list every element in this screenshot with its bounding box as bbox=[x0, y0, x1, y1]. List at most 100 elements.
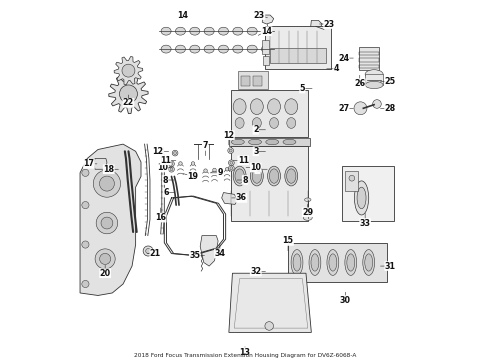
Circle shape bbox=[228, 165, 234, 171]
Text: 12: 12 bbox=[153, 147, 164, 156]
Ellipse shape bbox=[266, 139, 279, 145]
Ellipse shape bbox=[219, 27, 228, 35]
Bar bbox=[288, 243, 387, 282]
Ellipse shape bbox=[233, 166, 246, 186]
Text: 17: 17 bbox=[83, 159, 95, 168]
Bar bbox=[263, 56, 269, 65]
Text: 21: 21 bbox=[150, 249, 161, 258]
Circle shape bbox=[170, 162, 173, 165]
Circle shape bbox=[82, 202, 89, 209]
Text: 36: 36 bbox=[236, 193, 247, 202]
Text: 14: 14 bbox=[177, 10, 188, 19]
Circle shape bbox=[95, 249, 115, 269]
Circle shape bbox=[82, 241, 89, 248]
Ellipse shape bbox=[161, 27, 171, 35]
Ellipse shape bbox=[285, 166, 298, 186]
Text: 23: 23 bbox=[254, 10, 265, 19]
Circle shape bbox=[229, 149, 232, 152]
Ellipse shape bbox=[287, 118, 296, 129]
Ellipse shape bbox=[268, 99, 280, 114]
Text: 15: 15 bbox=[283, 237, 294, 246]
Circle shape bbox=[228, 148, 234, 153]
Text: 24: 24 bbox=[338, 54, 349, 63]
Text: 2018 Ford Focus Transmission Extension Housing Diagram for DV6Z-6068-A: 2018 Ford Focus Transmission Extension H… bbox=[134, 352, 356, 357]
Polygon shape bbox=[311, 21, 322, 30]
Text: 13: 13 bbox=[240, 348, 250, 357]
Text: 30: 30 bbox=[340, 296, 351, 305]
Circle shape bbox=[172, 150, 178, 156]
Circle shape bbox=[373, 100, 381, 108]
Bar bbox=[238, 71, 269, 89]
Circle shape bbox=[170, 168, 173, 171]
Polygon shape bbox=[229, 273, 311, 332]
Bar bbox=[265, 26, 331, 69]
Ellipse shape bbox=[283, 139, 296, 145]
Ellipse shape bbox=[247, 27, 257, 35]
Bar bbox=[253, 76, 262, 86]
Circle shape bbox=[101, 217, 113, 229]
Bar bbox=[231, 146, 308, 221]
Ellipse shape bbox=[233, 99, 246, 114]
Text: 34: 34 bbox=[215, 249, 225, 258]
Ellipse shape bbox=[345, 249, 357, 275]
Bar bbox=[359, 46, 379, 69]
Circle shape bbox=[123, 65, 134, 76]
Bar bbox=[262, 40, 269, 54]
Ellipse shape bbox=[252, 169, 262, 183]
Circle shape bbox=[230, 167, 233, 170]
Circle shape bbox=[121, 86, 136, 102]
Circle shape bbox=[354, 102, 367, 115]
Ellipse shape bbox=[287, 169, 296, 183]
Circle shape bbox=[99, 176, 115, 191]
Ellipse shape bbox=[329, 254, 337, 271]
Ellipse shape bbox=[190, 27, 200, 35]
Text: 19: 19 bbox=[188, 172, 198, 181]
Ellipse shape bbox=[175, 27, 186, 35]
Circle shape bbox=[143, 246, 153, 256]
Text: 12: 12 bbox=[223, 131, 234, 140]
Circle shape bbox=[225, 167, 229, 171]
Text: 20: 20 bbox=[99, 269, 111, 278]
Ellipse shape bbox=[262, 27, 271, 35]
Ellipse shape bbox=[311, 254, 319, 271]
Ellipse shape bbox=[357, 187, 366, 209]
Text: 8: 8 bbox=[242, 176, 248, 185]
Circle shape bbox=[120, 85, 137, 103]
Text: 26: 26 bbox=[354, 79, 366, 88]
Text: 7: 7 bbox=[203, 141, 208, 150]
Circle shape bbox=[82, 169, 89, 176]
Polygon shape bbox=[221, 193, 238, 204]
Ellipse shape bbox=[204, 27, 214, 35]
Text: 29: 29 bbox=[302, 208, 313, 217]
Ellipse shape bbox=[270, 169, 279, 183]
Text: 28: 28 bbox=[385, 104, 396, 113]
Text: 6: 6 bbox=[163, 188, 169, 197]
Text: 22: 22 bbox=[123, 98, 134, 107]
Circle shape bbox=[213, 168, 216, 172]
Ellipse shape bbox=[231, 139, 245, 145]
Ellipse shape bbox=[161, 45, 171, 53]
Circle shape bbox=[265, 321, 273, 330]
Circle shape bbox=[82, 280, 89, 288]
Polygon shape bbox=[109, 74, 148, 114]
Ellipse shape bbox=[247, 45, 257, 53]
Polygon shape bbox=[94, 158, 107, 169]
Circle shape bbox=[122, 64, 135, 77]
Bar bbox=[359, 64, 379, 68]
Ellipse shape bbox=[354, 181, 368, 215]
Ellipse shape bbox=[309, 249, 321, 275]
Ellipse shape bbox=[248, 139, 262, 145]
Ellipse shape bbox=[365, 70, 383, 79]
Ellipse shape bbox=[233, 45, 243, 53]
Bar bbox=[359, 58, 379, 62]
Text: 27: 27 bbox=[338, 104, 349, 113]
Text: 33: 33 bbox=[360, 219, 370, 228]
Ellipse shape bbox=[190, 45, 200, 53]
Text: 3: 3 bbox=[253, 147, 259, 156]
Ellipse shape bbox=[291, 249, 303, 275]
Bar bbox=[359, 51, 379, 55]
Ellipse shape bbox=[268, 166, 280, 186]
Ellipse shape bbox=[365, 254, 373, 271]
Ellipse shape bbox=[365, 81, 383, 89]
Text: 32: 32 bbox=[250, 267, 261, 276]
